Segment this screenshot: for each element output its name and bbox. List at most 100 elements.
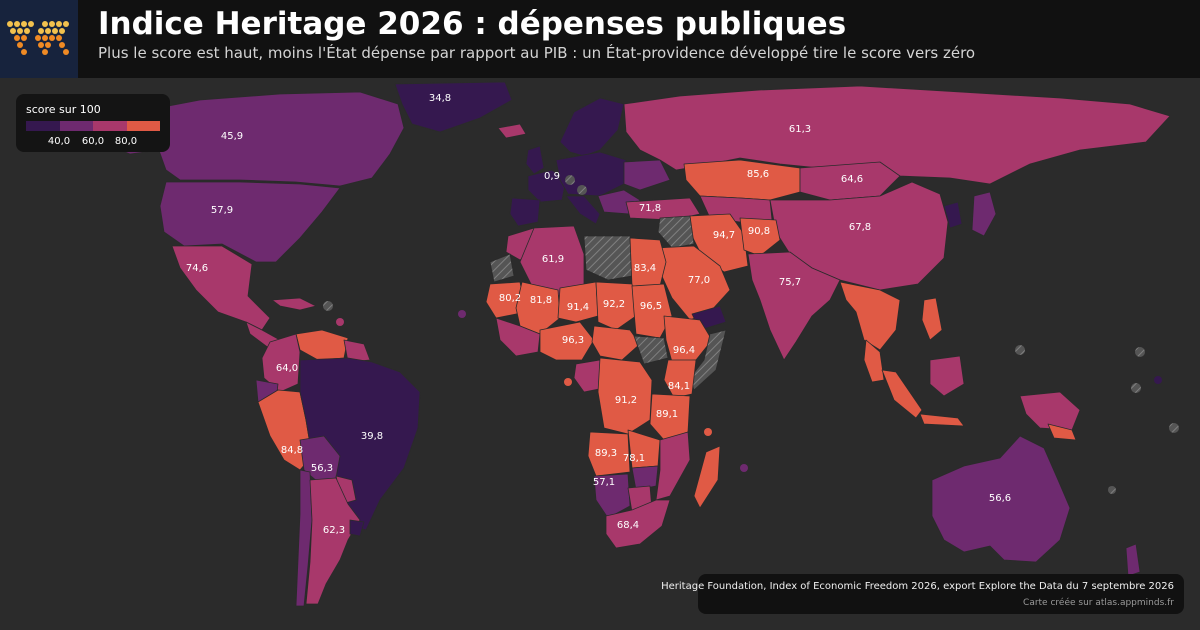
region-india[interactable] (747, 251, 841, 361)
region-italy[interactable] (565, 195, 601, 225)
label-angola: 89,3 (595, 448, 617, 459)
label-russia: 61,3 (789, 124, 811, 135)
region-angola[interactable] (587, 431, 631, 477)
region-dr-congo[interactable] (597, 357, 653, 435)
label-dr-congo: 91,2 (615, 395, 637, 406)
region-png-east[interactable] (1047, 423, 1077, 441)
region-sumatra[interactable] (881, 369, 923, 419)
legend-color-scale (26, 121, 160, 131)
label-algeria: 61,9 (542, 254, 564, 265)
small-island-markers (323, 175, 1179, 494)
region-greenland[interactable] (394, 81, 513, 133)
region-afghanistan[interactable] (739, 217, 781, 257)
label-india: 75,7 (779, 277, 801, 288)
region-south-africa[interactable] (605, 499, 671, 549)
legend-tick: 60,0 (81, 136, 105, 147)
region-south-sudan[interactable] (633, 335, 669, 365)
region-uk[interactable] (525, 145, 545, 175)
region-kenya[interactable] (663, 359, 697, 399)
legend-tick: 80,0 (114, 136, 138, 147)
region-kazakhstan[interactable] (683, 159, 801, 201)
region-libya[interactable] (583, 235, 633, 281)
region-borneo[interactable] (929, 355, 965, 397)
region-chad[interactable] (595, 281, 637, 331)
region-colombia[interactable] (261, 333, 301, 393)
region-australia[interactable] (931, 435, 1071, 563)
label-namibia: 57,1 (593, 477, 615, 488)
region-malay-peninsula[interactable] (863, 339, 885, 383)
region-uruguay[interactable] (349, 519, 365, 537)
region-iberia[interactable] (509, 197, 541, 227)
label-brazil: 39,8 (361, 431, 383, 442)
region-brazil[interactable] (299, 357, 421, 531)
label-canada: 45,9 (221, 131, 243, 142)
label-afghanistan: 90,8 (748, 226, 770, 237)
region-ukraine[interactable] (623, 159, 671, 191)
page-title: Indice Heritage 2026 : dépenses publique… (98, 6, 847, 42)
region-madagascar[interactable] (693, 445, 721, 509)
region-japan[interactable] (971, 191, 997, 237)
label-niger: 91,4 (567, 302, 589, 313)
region-niger[interactable] (557, 281, 599, 323)
legend-swatch (59, 121, 93, 131)
region-egypt[interactable] (629, 237, 667, 287)
label-kazakhstan: 85,6 (747, 169, 769, 180)
region-iraq-syria[interactable] (657, 215, 695, 249)
source-credit: Carte créée sur atlas.appminds.fr (1023, 598, 1174, 608)
label-kenya: 84,1 (668, 381, 690, 392)
region-central-europe[interactable] (555, 151, 627, 197)
legend-tick: 40,0 (47, 136, 71, 147)
label-mexico: 74,6 (186, 263, 208, 274)
label-bolivia: 56,3 (311, 463, 333, 474)
legend-title: score sur 100 (26, 103, 101, 116)
region-car[interactable] (591, 325, 641, 361)
map-score-labels: 34,8 45,9 57,9 74,6 64,0 39,8 84,8 56,3 … (186, 93, 1011, 536)
label-ethiopia: 96,4 (673, 345, 695, 356)
label-colombia: 64,0 (276, 363, 298, 374)
label-peru: 84,8 (281, 445, 303, 456)
region-gabon-congo[interactable] (573, 359, 605, 393)
region-mali[interactable] (515, 281, 561, 335)
label-saudi-arabia: 77,0 (688, 275, 710, 286)
region-zimbabwe[interactable] (631, 465, 659, 491)
label-mongolia: 64,6 (841, 174, 863, 185)
label-egypt: 83,4 (634, 263, 656, 274)
region-west-africa-coast[interactable] (495, 317, 541, 357)
region-venezuela[interactable] (295, 329, 349, 361)
world-map[interactable]: 34,8 45,9 57,9 74,6 64,0 39,8 84,8 56,3 … (0, 78, 1200, 630)
page-subtitle: Plus le score est haut, moins l'État dép… (98, 44, 976, 62)
legend-swatch (126, 121, 160, 131)
legend-swatch (93, 121, 127, 131)
region-scandinavia[interactable] (559, 97, 625, 157)
label-south-africa: 68,4 (617, 520, 639, 531)
label-sudan: 96,5 (640, 301, 662, 312)
label-nigeria: 96,3 (562, 335, 584, 346)
region-new-zealand[interactable] (1125, 543, 1141, 577)
label-tanzania: 89,1 (656, 409, 678, 420)
region-java[interactable] (919, 413, 965, 427)
label-mauritania: 80,2 (499, 293, 521, 304)
region-southeast-asia[interactable] (839, 281, 901, 351)
region-canada[interactable] (155, 91, 405, 187)
label-france: 0,9 (544, 171, 560, 182)
region-somalia[interactable] (689, 329, 727, 391)
label-turkey: 71,8 (639, 203, 661, 214)
region-western-sahara[interactable] (489, 253, 515, 283)
header-bar: Indice Heritage 2026 : dépenses publique… (0, 0, 1200, 78)
region-philippines[interactable] (921, 297, 943, 341)
region-korea-japan[interactable] (943, 201, 963, 229)
region-mozambique[interactable] (655, 431, 691, 501)
region-russia[interactable] (623, 85, 1171, 185)
label-usa: 57,9 (211, 205, 233, 216)
label-argentina: 62,3 (323, 525, 345, 536)
region-usa[interactable] (159, 181, 341, 263)
region-iceland[interactable] (497, 123, 527, 139)
label-zambia: 78,1 (623, 453, 645, 464)
label-china: 67,8 (849, 222, 871, 233)
region-argentina[interactable] (305, 477, 361, 605)
region-france[interactable] (527, 169, 567, 203)
region-nigeria[interactable] (539, 321, 595, 361)
region-cuba[interactable] (271, 297, 317, 311)
region-guianas[interactable] (343, 339, 371, 363)
region-namibia[interactable] (593, 473, 631, 519)
